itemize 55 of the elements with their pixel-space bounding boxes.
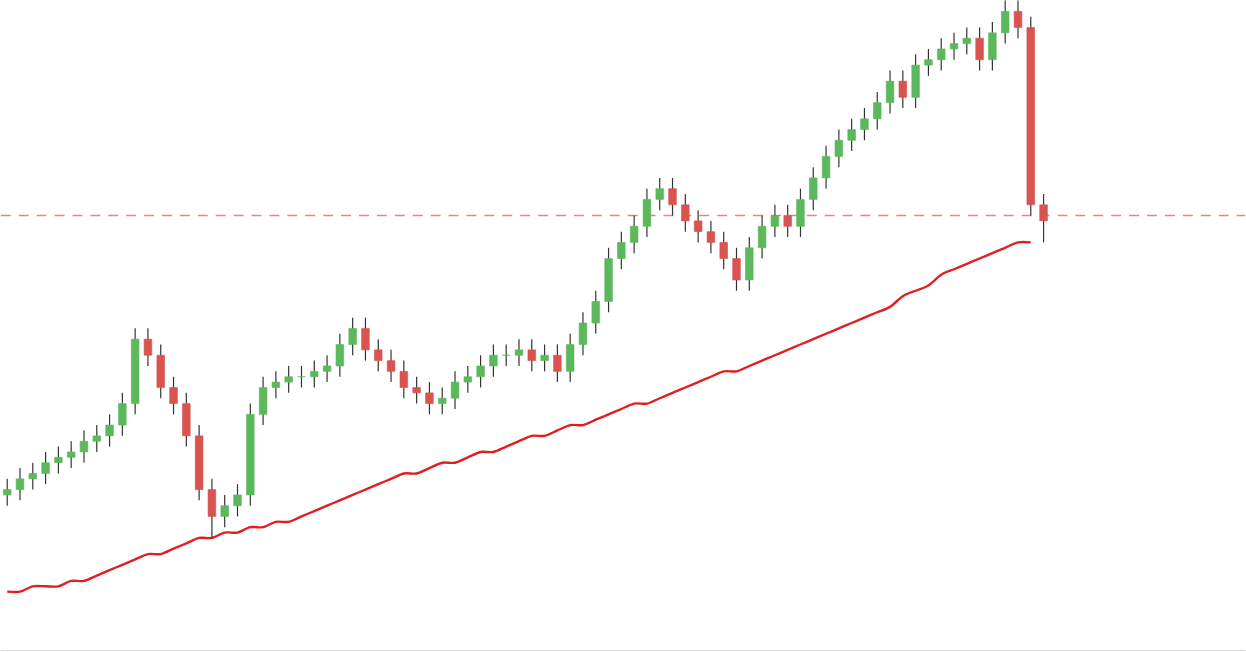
candlestick [962,27,971,56]
candlestick [860,107,869,142]
candlestick [847,118,856,153]
candlestick [949,32,959,61]
candlestick [514,338,524,367]
candlestick [425,381,434,416]
candlestick [156,344,165,400]
candlestick [911,54,920,110]
candlestick [1001,0,1010,45]
candlestick [105,414,114,448]
candlestick [719,231,728,271]
candlestick [796,188,805,239]
candlestick [348,317,357,357]
candlestick [885,70,895,115]
candlestick [284,365,293,394]
candlestick [681,193,690,233]
candlestick [783,204,792,239]
candlestick [143,328,153,367]
candlestick [668,177,677,217]
candlestick [476,355,485,389]
candlestick [220,494,229,529]
candlestick [527,338,536,373]
candlestick [118,392,127,437]
candlestick [975,27,984,72]
candlestick [310,360,319,389]
candlestick [1039,193,1048,244]
candlestick [937,38,946,72]
candlestick [809,166,818,212]
candlestick [412,376,421,405]
candlestick [54,446,63,475]
candlestick [1013,0,1023,40]
candlestick [15,467,25,502]
candlestick [732,247,741,292]
candlestick [374,338,383,373]
candlestick [898,70,907,110]
candlestick [92,424,101,453]
candlestick [604,247,613,314]
candlestick [617,231,626,271]
candlestick [489,344,498,378]
candlestick [591,290,600,335]
candlestick [233,484,242,518]
candlestick [438,387,447,416]
candlestick [745,236,754,292]
candlestick [169,376,178,416]
candlestick [3,478,12,507]
candlestick [655,177,664,212]
candlestick [28,462,37,491]
candlestick [988,21,997,72]
candlestick [873,91,882,131]
candlestick [361,317,370,362]
candlestick [540,344,549,373]
candlestick [41,451,50,486]
candlestick [553,344,562,384]
candlestick [924,48,933,77]
candlestick [182,392,191,448]
